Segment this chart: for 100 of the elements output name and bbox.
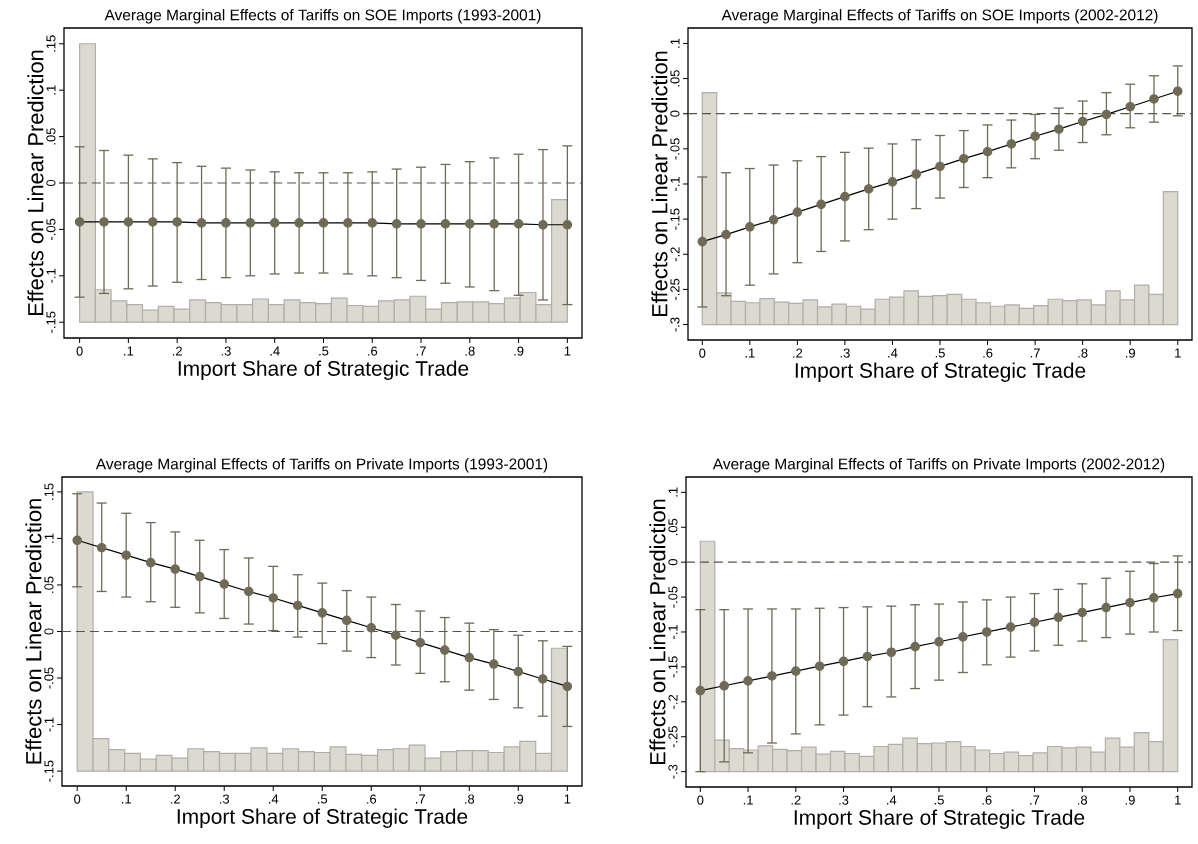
- point: [121, 550, 131, 560]
- y-tick-label: 0: [668, 559, 678, 566]
- point: [814, 661, 825, 671]
- x-tick-label: .2: [793, 348, 803, 358]
- x-tick-label: .7: [416, 346, 426, 356]
- point: [1101, 602, 1111, 613]
- point: [366, 622, 377, 633]
- point: [562, 681, 573, 692]
- y-tick-label: .05: [668, 518, 678, 536]
- x-tick-label: .9: [1125, 348, 1135, 358]
- x-tick-label: .7: [1030, 795, 1040, 805]
- y-tick-label: -.3: [670, 317, 680, 332]
- y-axis-title: Effects on Linear Prediction: [651, 51, 668, 317]
- point: [1077, 116, 1088, 127]
- x-tick-label: .8: [465, 346, 475, 356]
- x-axis-title: Import Share of Strategic Trade: [795, 362, 1086, 383]
- y-tick-label: -.1: [44, 717, 54, 732]
- x-tick-label: 0: [74, 794, 81, 804]
- point: [981, 627, 992, 637]
- y-tick-label: .1: [670, 38, 680, 48]
- y-tick-label: -.1: [46, 268, 56, 283]
- point: [268, 593, 279, 603]
- y-tick-label: -.05: [670, 138, 680, 160]
- point: [816, 199, 826, 210]
- y-tick-label: 0: [670, 110, 680, 117]
- point: [695, 685, 706, 696]
- x-tick-label: 1: [1175, 795, 1181, 805]
- point: [1149, 94, 1159, 104]
- point: [1125, 101, 1135, 112]
- point: [1006, 139, 1017, 149]
- y-tick-label: -.15: [46, 311, 56, 333]
- point: [439, 645, 450, 655]
- x-tick-label: .5: [318, 794, 328, 804]
- y-tick-label: .1: [44, 533, 54, 543]
- point: [1101, 109, 1112, 120]
- x-tick-label: 1: [1175, 348, 1181, 358]
- y-tick-label: -.05: [44, 667, 54, 689]
- point: [194, 571, 205, 582]
- x-tick-label: .6: [982, 795, 992, 805]
- point: [721, 229, 731, 240]
- y-tick-label: -.05: [46, 218, 56, 240]
- point: [1077, 607, 1087, 618]
- point: [1172, 86, 1183, 97]
- point: [145, 557, 156, 568]
- x-tick-label: 1: [564, 794, 571, 804]
- x-tick-label: .9: [514, 346, 524, 356]
- x-tick-label: .1: [745, 348, 755, 358]
- point: [1054, 124, 1064, 134]
- point: [538, 674, 548, 684]
- y-tick-label: 0: [44, 628, 54, 635]
- point: [1053, 612, 1064, 623]
- x-axis-title: Import Share of Strategic Trade: [177, 808, 468, 829]
- x-tick-label: .2: [172, 346, 182, 356]
- y-tick-label: -.15: [668, 656, 678, 678]
- x-tick-label: .4: [270, 346, 280, 356]
- point: [863, 184, 874, 194]
- x-tick-label: .8: [1078, 795, 1088, 805]
- x-tick-label: .5: [934, 795, 944, 805]
- x-tick-label: .1: [124, 346, 134, 356]
- x-axis-title: Import Share of Strategic Trade: [794, 809, 1085, 830]
- point: [911, 169, 922, 179]
- x-tick-label: .8: [465, 794, 475, 804]
- point: [982, 146, 993, 157]
- y-tick-label: -.1: [668, 625, 678, 639]
- point: [96, 542, 107, 553]
- y-tick-label: -.25: [670, 278, 680, 300]
- point: [768, 215, 779, 225]
- point: [415, 637, 426, 648]
- y-tick-label: .1: [668, 487, 678, 497]
- point: [1005, 622, 1016, 632]
- point: [959, 153, 969, 164]
- chart-title: Average Marginal Effects of Tariffs on Private Imports (1993-2001): [95, 458, 548, 473]
- point: [697, 236, 708, 247]
- x-tick-label: .5: [935, 348, 945, 358]
- point: [170, 564, 180, 574]
- x-tick-label: .3: [221, 346, 231, 356]
- x-tick-label: .4: [887, 795, 897, 805]
- x-tick-label: .7: [416, 794, 426, 804]
- point: [489, 659, 499, 669]
- x-tick-label: 0: [699, 348, 706, 358]
- x-tick-label: .9: [514, 794, 524, 804]
- y-axis-title: Effects on Linear Prediction: [649, 499, 666, 765]
- x-tick-label: 0: [697, 795, 704, 805]
- y-tick-label: -.1: [670, 177, 680, 191]
- y-tick-label: .05: [670, 70, 680, 87]
- point: [743, 676, 753, 686]
- point: [292, 600, 303, 611]
- point: [887, 177, 898, 187]
- point: [840, 191, 850, 202]
- chart-title: Average Marginal Effects of Tariffs on SOE Imports (2002-2012): [721, 9, 1158, 24]
- point: [792, 207, 803, 217]
- chart-title: Average Marginal Effects of Tariffs on SOE Imports (1993-2001): [104, 9, 541, 24]
- x-tick-label: .3: [840, 348, 850, 358]
- point: [243, 586, 254, 597]
- point: [317, 608, 328, 618]
- point: [341, 615, 352, 626]
- point: [745, 222, 755, 232]
- y-tick-label: -.3: [668, 764, 678, 779]
- x-tick-label: .9: [1125, 795, 1135, 805]
- point: [1029, 617, 1040, 628]
